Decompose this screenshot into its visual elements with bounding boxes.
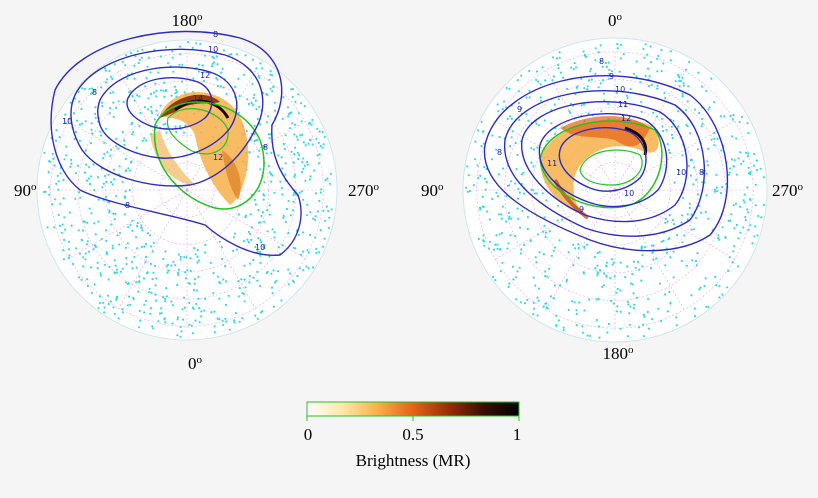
contour-label: 8 [497,148,502,157]
contour-label: 8 [213,30,218,39]
colorbar-tick-label: 0.5 [402,425,423,444]
right-label-top: 0o [608,11,623,30]
contour-label: 10 [615,85,625,94]
right-contours [483,75,729,252]
contour-label: 10 [62,117,72,126]
left-label-left: 90o [14,181,37,200]
right-label-left: 90o [421,181,444,200]
contour-label: 10 [676,168,686,177]
contour-label: 12 [200,71,210,80]
contour-label: 9 [517,105,522,114]
right-polar-panel: 8 9 10 11 12 8 9 9 10 11 10 8 0o 180o 90… [421,11,804,363]
contour-label: 12 [213,153,223,162]
colorbar-title: Brightness (MR) [356,451,471,470]
colorbar: 0 0.5 1 Brightness (MR) [304,401,522,470]
left-polar-panel: 8 10 12 14 8 8 8 10 10 12 180o 0o 90o 27… [14,11,380,373]
right-label-bottom: 180o [603,344,635,363]
left-oval-outer [153,101,265,210]
right-oval-outer [539,120,663,209]
left-contours [50,30,302,256]
contour-label: 9 [609,72,614,81]
contour-label: 8 [599,57,604,66]
contour-label: 11 [547,159,557,168]
colorbar-tick-label: 0 [304,425,313,444]
contour-label: 9 [579,205,584,214]
contour-label: 10 [255,243,265,252]
left-label-bottom: 0o [188,354,203,373]
contour-label: 8 [699,168,704,177]
contour-label: 12 [621,114,631,123]
colorbar-tick-label: 1 [513,425,522,444]
contour-label: 10 [208,45,218,54]
contour-label: 10 [624,189,634,198]
left-oval-inner [166,108,229,155]
contour-label: 8 [263,143,268,152]
right-label-right: 270o [772,181,804,200]
right-contour-labels: 8 9 10 11 12 8 9 9 10 11 10 8 [497,57,704,214]
left-label-top: 180o [172,11,204,30]
left-contour-labels: 8 10 12 14 8 8 8 10 10 12 [62,30,268,252]
contour-label: 8 [92,88,97,97]
right-oval-inner [579,149,643,186]
contour-label: 8 [125,201,130,210]
left-label-right: 270o [348,181,380,200]
colorbar-gradient [306,401,520,417]
contour-label: 11 [618,100,628,109]
colorbar-tick-marks [306,416,520,421]
contour-label: 14 [193,94,203,103]
